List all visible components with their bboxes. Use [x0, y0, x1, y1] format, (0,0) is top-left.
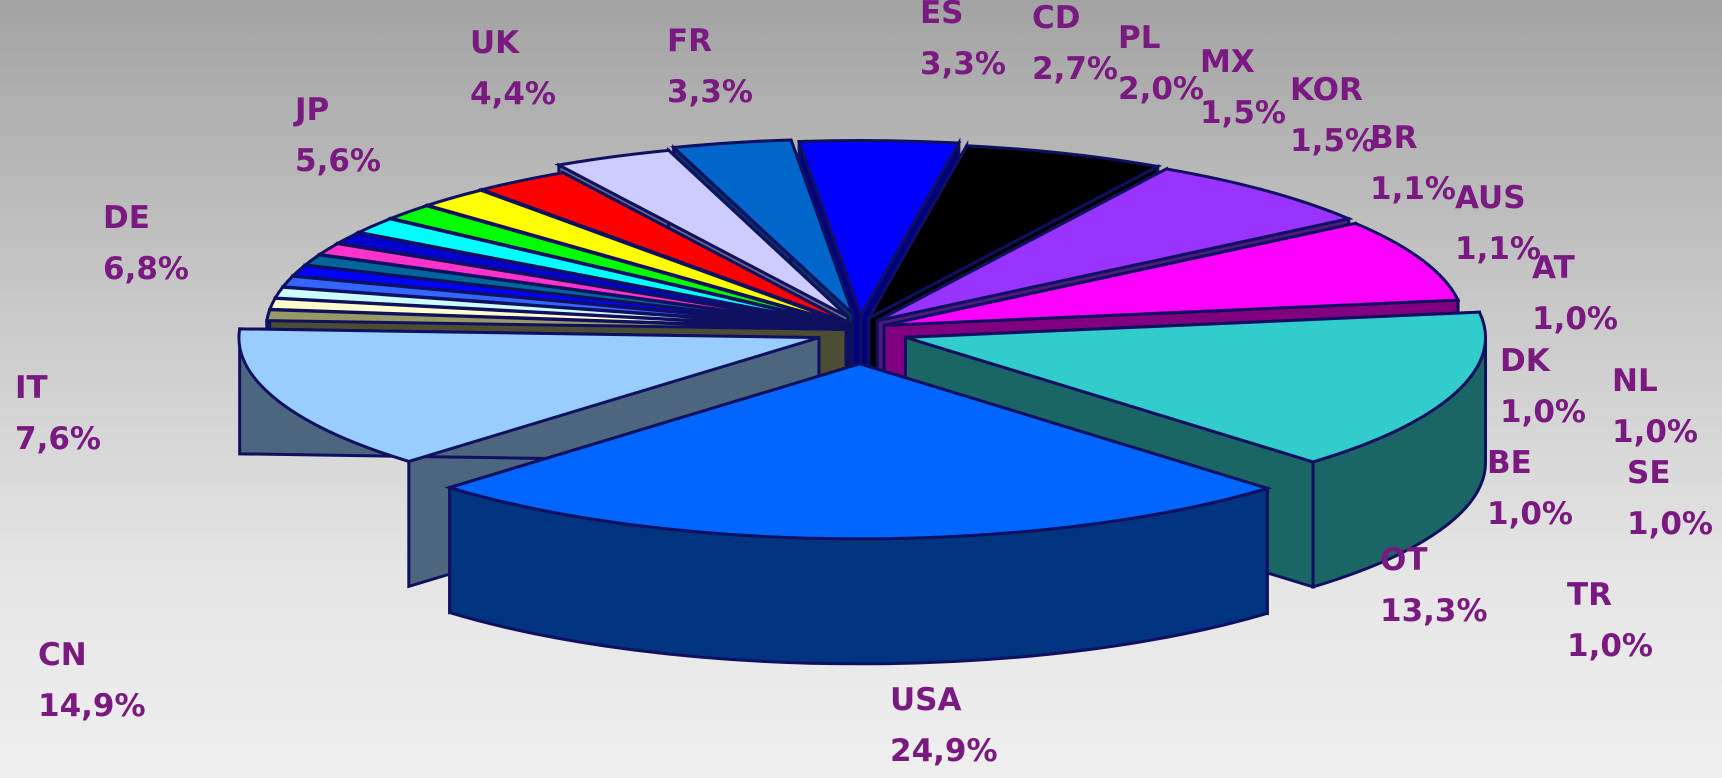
slice-value-dk: 1,0% [1500, 394, 1586, 430]
slice-value-kor: 1,5% [1290, 123, 1376, 159]
slice-value-at: 1,0% [1532, 301, 1618, 337]
slice-top [265, 308, 847, 331]
slice-value-jp: 5,6% [295, 143, 381, 179]
slice-label-ot: OT [1380, 542, 1428, 578]
slice-label-kor: KOR [1290, 72, 1363, 108]
slice-label-usa: USA [890, 682, 962, 718]
slice-top [444, 362, 1273, 541]
slice-label-nl: NL [1612, 363, 1658, 399]
slice-top [864, 144, 1163, 322]
slice-value-uk: 4,4% [470, 76, 556, 112]
slice-label-pl: PL [1118, 20, 1160, 56]
slice-value-aus: 1,1% [1455, 231, 1541, 267]
slice-label-mx: MX [1200, 44, 1255, 80]
slice-label-cd: CD [1032, 0, 1080, 36]
slice-labels: USA 24,9% CN 14,9% IT 7,6% DE 6,8% JP 5,6% UK 4,4% F… [15, 0, 1713, 769]
slice-value-fr: 3,3% [667, 74, 753, 110]
slice-top [237, 327, 820, 463]
slice-usa [444, 361, 1273, 666]
slice-value-br: 1,1% [1370, 171, 1456, 207]
slice-value-cd: 2,7% [1032, 51, 1118, 87]
slice-top [905, 310, 1487, 464]
slice-label-uk: UK [470, 25, 520, 61]
slice-label-de: DE [103, 200, 150, 236]
slice-label-se: SE [1627, 455, 1671, 491]
slice-label-it: IT [15, 370, 48, 406]
slice-label-be: BE [1487, 445, 1532, 481]
slice-value-pl: 2,0% [1118, 71, 1204, 107]
slice-label-cn: CN [38, 637, 87, 673]
slice-value-usa: 24,9% [890, 733, 998, 769]
slice-label-tr: TR [1567, 577, 1612, 613]
slice-label-aus: AUS [1455, 180, 1526, 216]
slice-label-es: ES [920, 0, 964, 31]
slice-value-be: 1,0% [1487, 496, 1573, 532]
slice-top [883, 221, 1461, 327]
pie-slices [237, 137, 1488, 666]
slice-value-ot: 13,3% [1380, 593, 1488, 629]
slice-value-se: 1,0% [1627, 506, 1713, 542]
slice-value-nl: 1,0% [1612, 414, 1698, 450]
slice-value-it: 7,6% [15, 421, 101, 457]
slice-top [797, 139, 962, 320]
slice-top [670, 138, 855, 316]
slice-value-es: 3,3% [920, 46, 1006, 82]
slice-top [554, 148, 849, 319]
slice-label-jp: JP [293, 92, 329, 128]
slice-top [876, 167, 1354, 323]
slice-label-br: BR [1370, 120, 1418, 156]
slice-value-de: 6,8% [103, 251, 189, 287]
slice-label-fr: FR [667, 23, 712, 59]
slice-value-mx: 1,5% [1200, 95, 1286, 131]
slice-value-tr: 1,0% [1567, 628, 1653, 664]
slice-label-at: AT [1532, 250, 1575, 286]
slice-value-cn: 14,9% [38, 688, 146, 724]
slice-label-dk: DK [1500, 343, 1551, 379]
